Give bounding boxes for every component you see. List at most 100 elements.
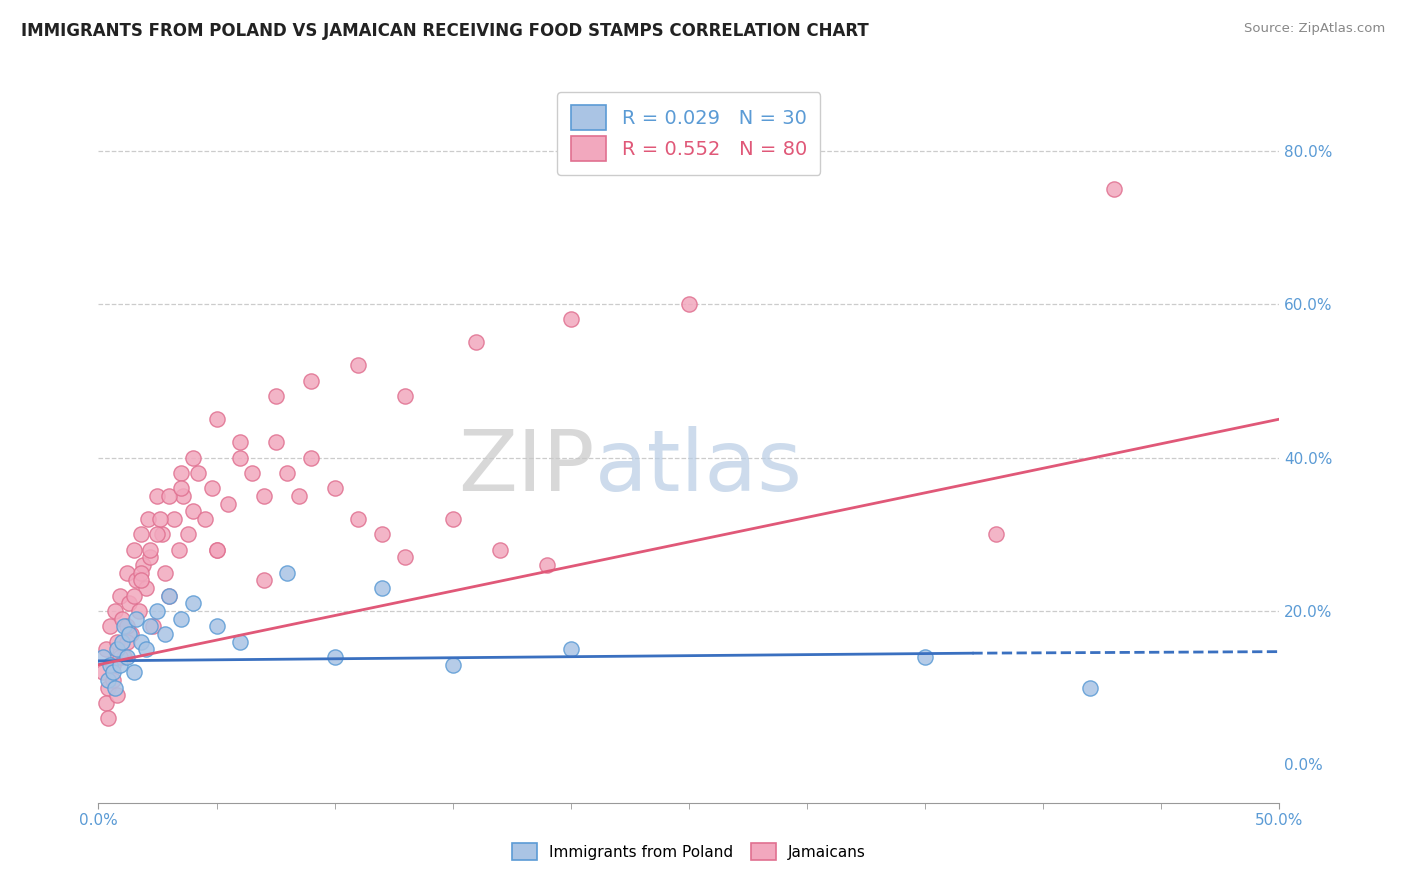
Point — [128, 604, 150, 618]
Point — [112, 650, 135, 665]
Point — [121, 627, 143, 641]
Point — [276, 566, 298, 580]
Point — [91, 665, 114, 680]
Point — [299, 450, 322, 465]
Text: Source: ZipAtlas.com: Source: ZipAtlas.com — [1244, 22, 1385, 36]
Point — [108, 589, 131, 603]
Point — [98, 619, 121, 633]
Point — [187, 466, 209, 480]
Point — [229, 634, 252, 648]
Point — [536, 558, 558, 572]
Point — [91, 650, 114, 665]
Point — [105, 689, 128, 703]
Point — [914, 650, 936, 665]
Point — [142, 619, 165, 633]
Point — [560, 312, 582, 326]
Point — [150, 527, 173, 541]
Point — [157, 589, 180, 603]
Point — [94, 642, 117, 657]
Point — [264, 435, 287, 450]
Point — [139, 550, 162, 565]
Point — [136, 512, 159, 526]
Point — [105, 642, 128, 657]
Point — [217, 497, 239, 511]
Point — [115, 619, 138, 633]
Point — [205, 619, 228, 633]
Point — [112, 619, 135, 633]
Point — [240, 466, 263, 480]
Point — [489, 542, 512, 557]
Point — [205, 542, 228, 557]
Point — [115, 566, 138, 580]
Legend: Immigrants from Poland, Jamaicans: Immigrants from Poland, Jamaicans — [506, 837, 872, 866]
Point — [194, 512, 217, 526]
Point — [146, 489, 169, 503]
Point — [253, 489, 276, 503]
Point — [170, 466, 193, 480]
Point — [441, 512, 464, 526]
Point — [323, 481, 346, 495]
Point — [108, 650, 131, 665]
Point — [135, 642, 157, 657]
Point — [394, 389, 416, 403]
Point — [118, 627, 141, 641]
Point — [149, 512, 172, 526]
Point — [97, 673, 120, 687]
Point — [394, 550, 416, 565]
Text: atlas: atlas — [595, 425, 803, 509]
Point — [111, 634, 134, 648]
Point — [129, 527, 152, 541]
Point — [288, 489, 311, 503]
Point — [157, 589, 180, 603]
Point — [115, 634, 138, 648]
Point — [371, 527, 394, 541]
Point — [465, 335, 488, 350]
Point — [98, 657, 121, 672]
Point — [181, 504, 204, 518]
Point — [122, 665, 145, 680]
Text: ZIP: ZIP — [458, 425, 595, 509]
Point — [1102, 182, 1125, 196]
Point — [139, 619, 162, 633]
Point — [229, 450, 252, 465]
Point — [118, 596, 141, 610]
Point — [1080, 681, 1102, 695]
Point — [264, 389, 287, 403]
Point — [441, 657, 464, 672]
Point — [122, 542, 145, 557]
Point — [97, 681, 120, 695]
Point — [347, 512, 370, 526]
Point — [97, 711, 120, 725]
Point — [153, 566, 176, 580]
Point — [170, 612, 193, 626]
Point — [94, 696, 117, 710]
Point — [125, 574, 148, 588]
Point — [104, 604, 127, 618]
Point — [105, 634, 128, 648]
Point — [205, 412, 228, 426]
Point — [253, 574, 276, 588]
Point — [201, 481, 224, 495]
Point — [135, 581, 157, 595]
Point — [323, 650, 346, 665]
Point — [129, 566, 152, 580]
Point — [167, 542, 190, 557]
Point — [139, 542, 162, 557]
Point — [172, 489, 194, 503]
Point — [205, 542, 228, 557]
Point — [115, 650, 138, 665]
Point — [163, 512, 186, 526]
Point — [229, 435, 252, 450]
Point — [146, 604, 169, 618]
Text: IMMIGRANTS FROM POLAND VS JAMAICAN RECEIVING FOOD STAMPS CORRELATION CHART: IMMIGRANTS FROM POLAND VS JAMAICAN RECEI… — [21, 22, 869, 40]
Point — [170, 481, 193, 495]
Point — [560, 642, 582, 657]
Point — [111, 612, 134, 626]
Point — [984, 527, 1007, 541]
Point — [122, 589, 145, 603]
Point — [132, 558, 155, 572]
Point — [129, 574, 152, 588]
Point — [146, 527, 169, 541]
Point — [347, 359, 370, 373]
Point — [101, 665, 124, 680]
